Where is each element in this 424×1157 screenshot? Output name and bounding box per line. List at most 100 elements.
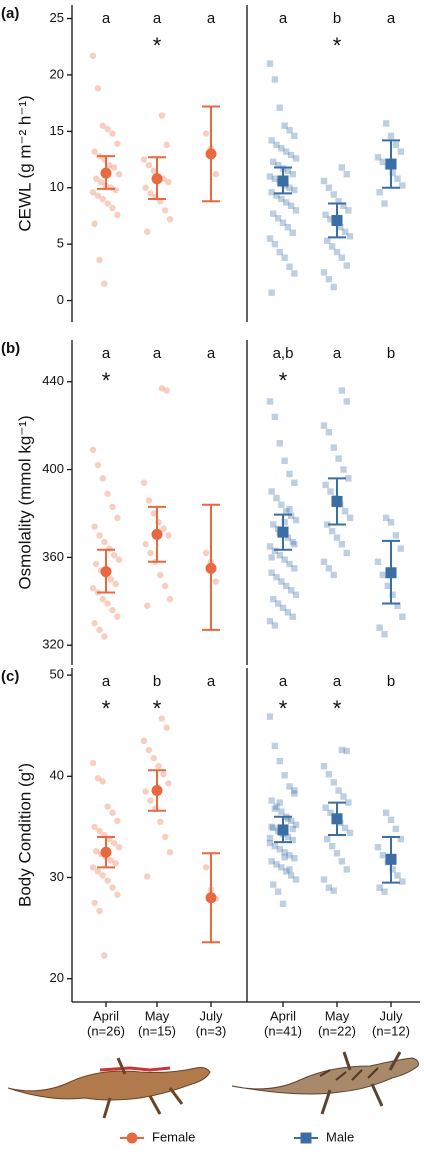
data-point [157, 818, 164, 826]
significance-star: * [279, 368, 288, 393]
legend-marker [126, 1132, 138, 1144]
data-point [109, 130, 116, 137]
data-point [283, 148, 290, 155]
significance-star: * [153, 696, 162, 721]
data-point [140, 156, 148, 163]
data-point [114, 140, 121, 147]
mean-marker [151, 173, 163, 185]
data-point [271, 175, 279, 182]
data-point [94, 868, 102, 875]
data-point [291, 855, 298, 862]
data-point [278, 195, 285, 203]
data-point [287, 817, 295, 825]
data-point [276, 552, 283, 559]
data-point [287, 202, 295, 210]
y-tick-label: 320 [42, 637, 64, 652]
data-point [399, 878, 406, 885]
data-point [320, 177, 328, 185]
data-point [94, 85, 102, 92]
data-point [325, 771, 333, 778]
data-point [387, 816, 395, 824]
data-point [397, 545, 404, 552]
data-point [147, 190, 154, 197]
group-letter: a [102, 345, 111, 362]
data-point [158, 112, 166, 119]
data-point [346, 514, 354, 522]
data-point [284, 167, 292, 175]
data-point [394, 175, 401, 182]
data-point [320, 269, 328, 276]
data-point [144, 228, 151, 235]
data-point [94, 775, 102, 782]
data-point [106, 545, 113, 552]
group-letter: a [333, 673, 342, 690]
sample-size: (n=26) [87, 1023, 125, 1038]
y-tick-label: 360 [42, 549, 64, 564]
x-tick-label: April [270, 1008, 296, 1023]
y-tick-label: 15 [50, 123, 64, 138]
data-point [335, 455, 342, 462]
data-point [268, 823, 275, 831]
data-point [268, 189, 275, 196]
data-point [281, 457, 288, 464]
data-point [94, 461, 102, 469]
data-point [271, 742, 279, 750]
y-axis-label: CEWL (g m⁻² h⁻¹) [15, 95, 34, 231]
data-point [389, 591, 396, 598]
data-point [289, 825, 296, 833]
data-point [320, 558, 328, 565]
data-point [166, 595, 174, 603]
data-point [147, 549, 154, 557]
data-point [289, 171, 296, 178]
data-point [381, 888, 388, 895]
data-point [324, 237, 331, 244]
mean-marker [100, 566, 112, 578]
data-point [325, 884, 333, 891]
data-point [287, 872, 295, 879]
data-point [140, 737, 148, 745]
data-point [286, 866, 293, 873]
data-point [96, 532, 103, 539]
data-point [150, 167, 157, 175]
data-point [289, 836, 296, 844]
data-point [266, 235, 274, 242]
data-point [389, 866, 396, 873]
data-point [340, 793, 347, 800]
significance-star: * [102, 696, 111, 721]
data-point [330, 191, 337, 198]
data-point [291, 479, 298, 486]
data-point [165, 780, 172, 787]
legend-marker [300, 1132, 312, 1144]
data-point [140, 479, 148, 486]
data-point [114, 211, 121, 219]
data-point [281, 254, 288, 261]
data-point [338, 254, 346, 261]
data-point [276, 757, 283, 765]
data-point [281, 772, 288, 779]
data-point [147, 797, 154, 804]
data-point [284, 833, 292, 841]
data-point [115, 556, 123, 563]
y-axis-label: Osmolality (mmol kg⁻¹) [15, 415, 34, 589]
data-point [150, 510, 157, 517]
data-point [333, 248, 341, 256]
data-point [335, 198, 342, 205]
data-point [291, 270, 298, 277]
data-point [292, 155, 300, 162]
data-point [330, 887, 337, 894]
data-point [93, 847, 100, 855]
data-point [202, 864, 210, 871]
data-point [150, 754, 157, 762]
data-point [142, 184, 149, 191]
data-point [374, 558, 382, 565]
data-point [160, 771, 167, 778]
group-letter: a [387, 10, 396, 27]
data-point [341, 508, 349, 515]
data-point [276, 248, 283, 256]
data-point [270, 824, 277, 832]
data-point [109, 503, 116, 511]
data-point [291, 186, 298, 194]
data-point [89, 52, 97, 59]
mean-marker [385, 158, 397, 170]
data-point [322, 804, 329, 811]
